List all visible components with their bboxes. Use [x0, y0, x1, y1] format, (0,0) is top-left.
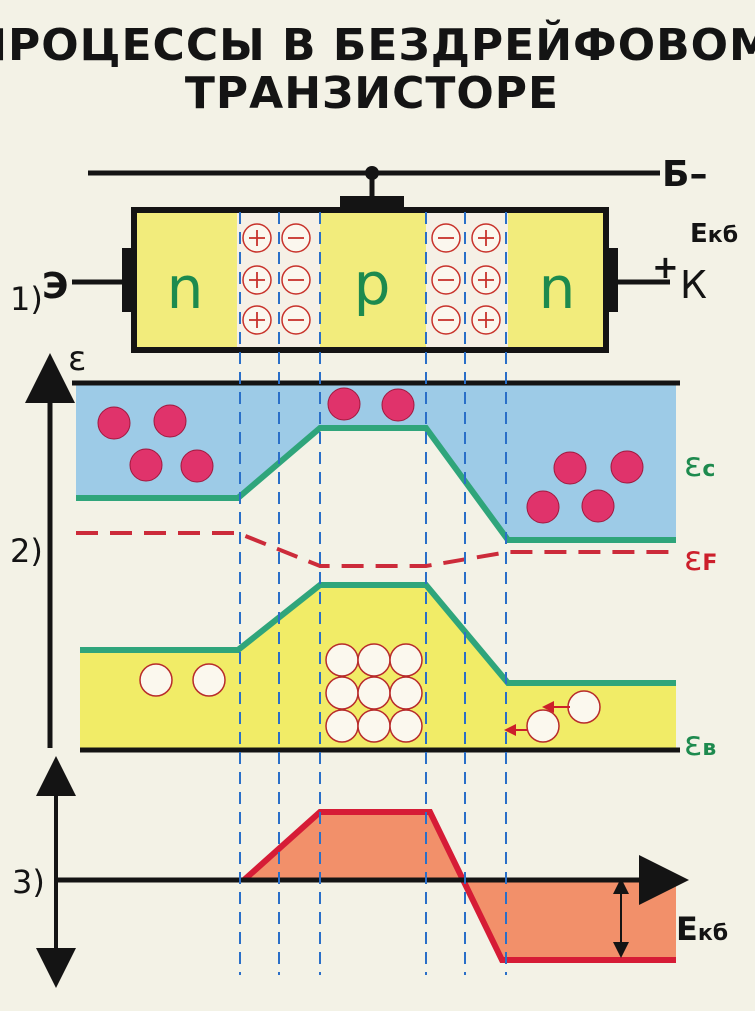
electron — [153, 404, 187, 438]
potential-positive-area — [244, 812, 462, 880]
hole — [357, 643, 391, 677]
bias-label-bottom: Eкб — [676, 910, 728, 948]
hole — [389, 643, 423, 677]
page-title-line2: ТРАНЗИСТОРЕ — [185, 68, 559, 119]
conduction-band-label: εc — [684, 445, 715, 485]
bias-label-top: Eкб — [690, 219, 738, 249]
conduction-band-area — [76, 384, 676, 540]
positive-ion — [242, 223, 272, 253]
hole — [139, 663, 173, 697]
hole — [325, 643, 359, 677]
emitter-contact — [122, 248, 136, 312]
valence-band-label: εв — [684, 724, 716, 764]
negative-ion — [281, 265, 311, 295]
section-number-3: 3) — [12, 863, 45, 901]
collector-sign: + — [652, 248, 679, 286]
fermi-level-label: εF — [684, 539, 717, 579]
collector-label: К — [680, 263, 707, 307]
negative-ion — [431, 305, 461, 335]
hole — [389, 709, 423, 743]
page-title-line1: ПРОЦЕССЫ В БЕЗДРЕЙФОВОМ — [0, 18, 755, 71]
transistor-structure: n p n 1) Э Б– К + Eкб — [10, 154, 738, 353]
potential-diagram: 3) Eкб — [12, 756, 728, 988]
base-node — [365, 166, 379, 180]
holes — [139, 643, 601, 743]
potential-negative-area — [462, 880, 676, 960]
region-p-base: p — [354, 250, 391, 318]
hole — [357, 676, 391, 710]
positive-ion — [242, 265, 272, 295]
region-n-emitter: n — [167, 254, 204, 322]
hole — [357, 709, 391, 743]
transistor-body — [131, 207, 609, 353]
valence-band-edge — [80, 582, 676, 686]
electron — [327, 387, 361, 421]
energy-axis-label: ε — [68, 339, 86, 379]
base-contact — [340, 196, 404, 210]
hole — [192, 663, 226, 697]
electron — [97, 406, 131, 440]
hole — [325, 709, 359, 743]
negative-ion — [281, 305, 311, 335]
negative-ion — [431, 265, 461, 295]
positive-ion — [471, 223, 501, 253]
positive-ion — [242, 305, 272, 335]
electrons — [97, 387, 644, 524]
section-number-2: 2) — [10, 532, 43, 570]
electron — [526, 490, 560, 524]
electron — [180, 449, 214, 483]
hole — [389, 676, 423, 710]
hole — [526, 709, 560, 743]
section-number-1: 1) — [10, 280, 43, 318]
region-n-collector: n — [539, 254, 576, 322]
negative-ion — [431, 223, 461, 253]
region-boundary-guides — [239, 212, 507, 975]
positive-ion — [471, 265, 501, 295]
electron — [381, 388, 415, 422]
electron — [553, 451, 587, 485]
negative-ion — [281, 223, 311, 253]
electron — [129, 448, 163, 482]
energy-band-diagram: ε 2) εc εF εв — [10, 339, 717, 764]
hole — [567, 690, 601, 724]
conduction-band-edge — [76, 425, 676, 543]
collector-contact — [604, 248, 618, 312]
electron — [610, 450, 644, 484]
hole — [325, 676, 359, 710]
base-label: Б– — [662, 154, 707, 195]
potential-curve — [241, 809, 676, 963]
electron — [581, 489, 615, 523]
positive-ion — [471, 305, 501, 335]
ion-charges — [242, 223, 501, 335]
emitter-label: Э — [42, 266, 68, 307]
